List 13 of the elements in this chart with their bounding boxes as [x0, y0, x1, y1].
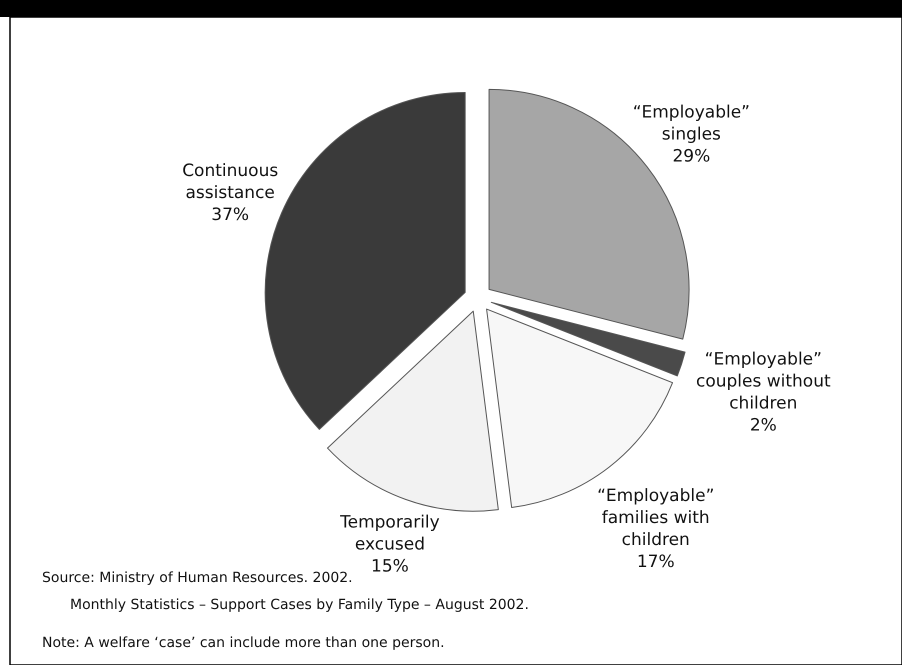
- slice-label: “Employable” couples without children: [696, 350, 831, 414]
- data-label: 2%: [750, 416, 777, 436]
- text: Monthly Statistics – Support Cases by Family Type – August 2002.: [70, 597, 529, 613]
- source-note: Source: Ministry of Human Resources. 2002.: [42, 570, 353, 586]
- data-label: 37%: [211, 204, 250, 225]
- slice-label: Temporarily excused: [339, 512, 440, 555]
- data-label: 15%: [371, 556, 409, 577]
- slice-label: “Employable” families with children: [597, 486, 714, 550]
- data-label: 29%: [672, 146, 710, 167]
- text: Note: A welfare ‘case’ can include more than one person.: [42, 635, 445, 651]
- data-label: 17%: [636, 552, 675, 572]
- slice-label: Continuous assistance: [182, 160, 278, 203]
- slice-label: “Employable” singles: [632, 102, 750, 145]
